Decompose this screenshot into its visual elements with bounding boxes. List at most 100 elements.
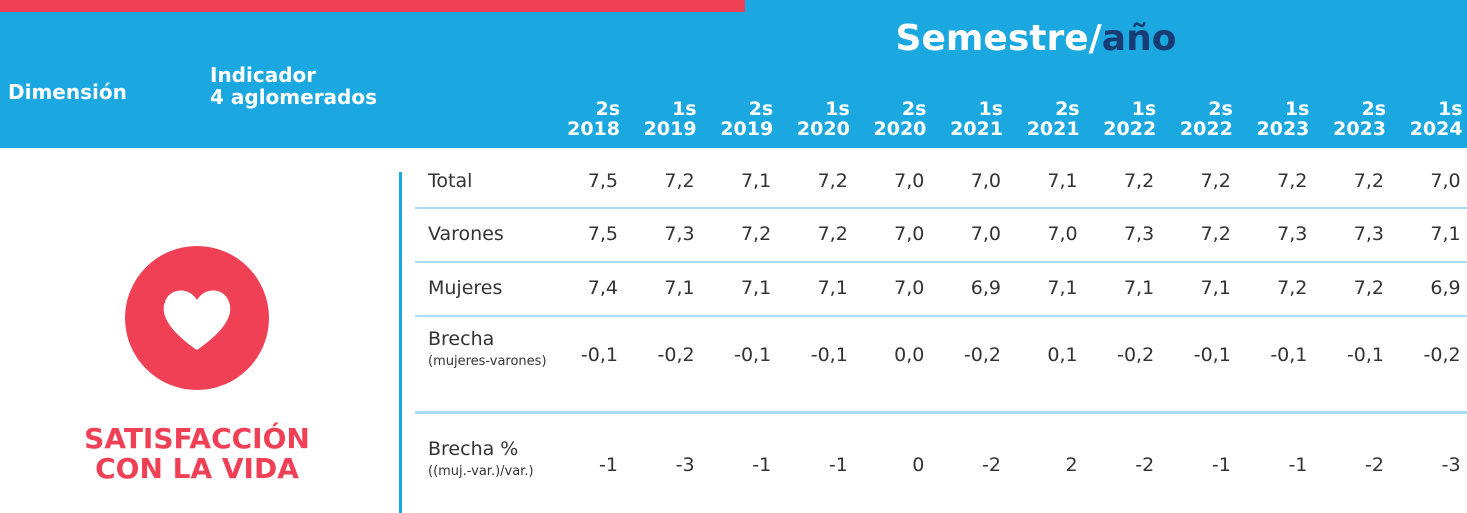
cell-value: 7,3 xyxy=(1353,223,1384,245)
cell-value: 7,2 xyxy=(1353,277,1384,299)
column-year: 2021 xyxy=(1026,118,1080,140)
cell-value: 7,1 xyxy=(664,277,695,299)
title-main: Semestre/ xyxy=(895,18,1102,59)
cell-value: -0,1 xyxy=(734,344,772,366)
column-semester: 2s xyxy=(1361,98,1386,120)
dimension-header: Dimensión xyxy=(8,80,127,104)
cell-value: -0,2 xyxy=(963,344,1001,366)
indicator-line: Indicador xyxy=(210,63,317,87)
dimension-label: SATISFACCIÓN xyxy=(84,422,310,455)
cell-value: -2 xyxy=(1365,454,1384,476)
cell-value: 7,3 xyxy=(664,223,695,245)
column-year: 2020 xyxy=(873,118,927,140)
table-title: Semestre/año xyxy=(0,18,1467,59)
row-label: Mujeres xyxy=(428,277,503,299)
column-semester: 2s xyxy=(1055,98,1080,120)
cell-value: 0,0 xyxy=(894,344,925,366)
cell-value: -2 xyxy=(982,454,1001,476)
cell-value: -0,1 xyxy=(1346,344,1384,366)
cell-value: -1 xyxy=(752,454,772,476)
cell-value: -0,2 xyxy=(1117,344,1155,366)
column-year: 2019 xyxy=(720,118,774,140)
cell-value: 7,1 xyxy=(1200,277,1231,299)
accent-bar xyxy=(0,0,745,12)
column-semester: 2s xyxy=(595,98,620,120)
cell-value: 7,2 xyxy=(1277,277,1308,299)
cell-value: -2 xyxy=(1135,454,1155,476)
cell-value: -0,2 xyxy=(657,344,695,366)
cell-value: 7,2 xyxy=(1200,223,1231,245)
cell-value: -0,2 xyxy=(1423,344,1461,366)
column-year: 2019 xyxy=(643,118,697,140)
indicator-line: 4 aglomerados xyxy=(210,85,378,109)
cell-value: -0,1 xyxy=(1193,344,1231,366)
header-band xyxy=(0,0,1467,148)
dimension-label: CON LA VIDA xyxy=(95,452,299,485)
column-semester: 1s xyxy=(1438,98,1463,120)
column-year: 2018 xyxy=(567,118,620,140)
cell-value: -0,1 xyxy=(1270,344,1308,366)
column-semester: 1s xyxy=(1131,98,1157,120)
cell-value: 7,1 xyxy=(1047,277,1078,299)
cell-value: 7,3 xyxy=(1123,223,1155,245)
cell-value: 7,3 xyxy=(1277,223,1308,245)
cell-value: 7,5 xyxy=(587,223,618,245)
cell-value: 7,1 xyxy=(1123,277,1155,299)
cell-value: 7,1 xyxy=(740,170,772,192)
column-year: 2024 xyxy=(1409,118,1463,140)
cell-value: 2 xyxy=(1065,454,1078,476)
row-label: Total xyxy=(428,170,473,192)
cell-value: 7,1 xyxy=(740,277,772,299)
row-label: Brecha % xyxy=(428,438,519,460)
cell-value: 7,0 xyxy=(894,170,925,192)
column-semester: 1s xyxy=(672,98,697,120)
cell-value: 7,0 xyxy=(894,277,925,299)
divider xyxy=(399,172,402,513)
cell-value: 7,0 xyxy=(970,170,1001,192)
column-semester: 1s xyxy=(978,98,1003,120)
cell-value: -1 xyxy=(599,454,618,476)
cell-value: 6,9 xyxy=(1430,277,1461,299)
cell-value: -1 xyxy=(1288,454,1308,476)
column-year: 2023 xyxy=(1256,118,1310,140)
cell-value: 7,1 xyxy=(1430,223,1461,245)
cell-value: -3 xyxy=(675,454,695,476)
row-separator xyxy=(415,261,1467,263)
cell-value: 7,1 xyxy=(817,277,848,299)
column-semester: 2s xyxy=(1208,98,1233,120)
row-separator xyxy=(415,411,1467,414)
row-separator xyxy=(415,315,1467,317)
cell-value: 7,2 xyxy=(817,223,848,245)
column-year: 2022 xyxy=(1179,118,1233,140)
column-semester: 2s xyxy=(748,98,774,120)
row-separator xyxy=(415,207,1467,209)
column-year: 2021 xyxy=(950,118,1003,140)
column-year: 2020 xyxy=(796,118,850,140)
cell-value: -0,1 xyxy=(810,344,848,366)
cell-value: 7,0 xyxy=(1047,223,1078,245)
cell-value: 7,2 xyxy=(1353,170,1384,192)
cell-value: 7,5 xyxy=(587,170,618,192)
column-year: 2022 xyxy=(1103,118,1157,140)
cell-value: 7,0 xyxy=(1430,170,1461,192)
cell-value: 0,1 xyxy=(1047,344,1078,366)
cell-value: 6,9 xyxy=(970,277,1001,299)
cell-value: -0,1 xyxy=(580,344,618,366)
row-sublabel: (mujeres-varones) xyxy=(428,354,547,369)
cell-value: 7,2 xyxy=(1123,170,1155,192)
cell-value: 7,2 xyxy=(740,223,772,245)
cell-value: 7,0 xyxy=(894,223,925,245)
cell-value: 7,2 xyxy=(817,170,848,192)
row-sublabel: ((muj.-var.)/var.) xyxy=(428,464,534,479)
cell-value: -1 xyxy=(1211,454,1231,476)
heart-icon xyxy=(125,246,269,390)
column-semester: 1s xyxy=(1284,98,1310,120)
cell-value: 7,4 xyxy=(587,277,618,299)
cell-value: 7,1 xyxy=(1047,170,1078,192)
cell-value: 7,2 xyxy=(1200,170,1231,192)
cell-value: -1 xyxy=(828,454,848,476)
column-semester: 1s xyxy=(825,98,850,120)
column-semester: 2s xyxy=(901,98,927,120)
cell-value: 7,0 xyxy=(970,223,1001,245)
